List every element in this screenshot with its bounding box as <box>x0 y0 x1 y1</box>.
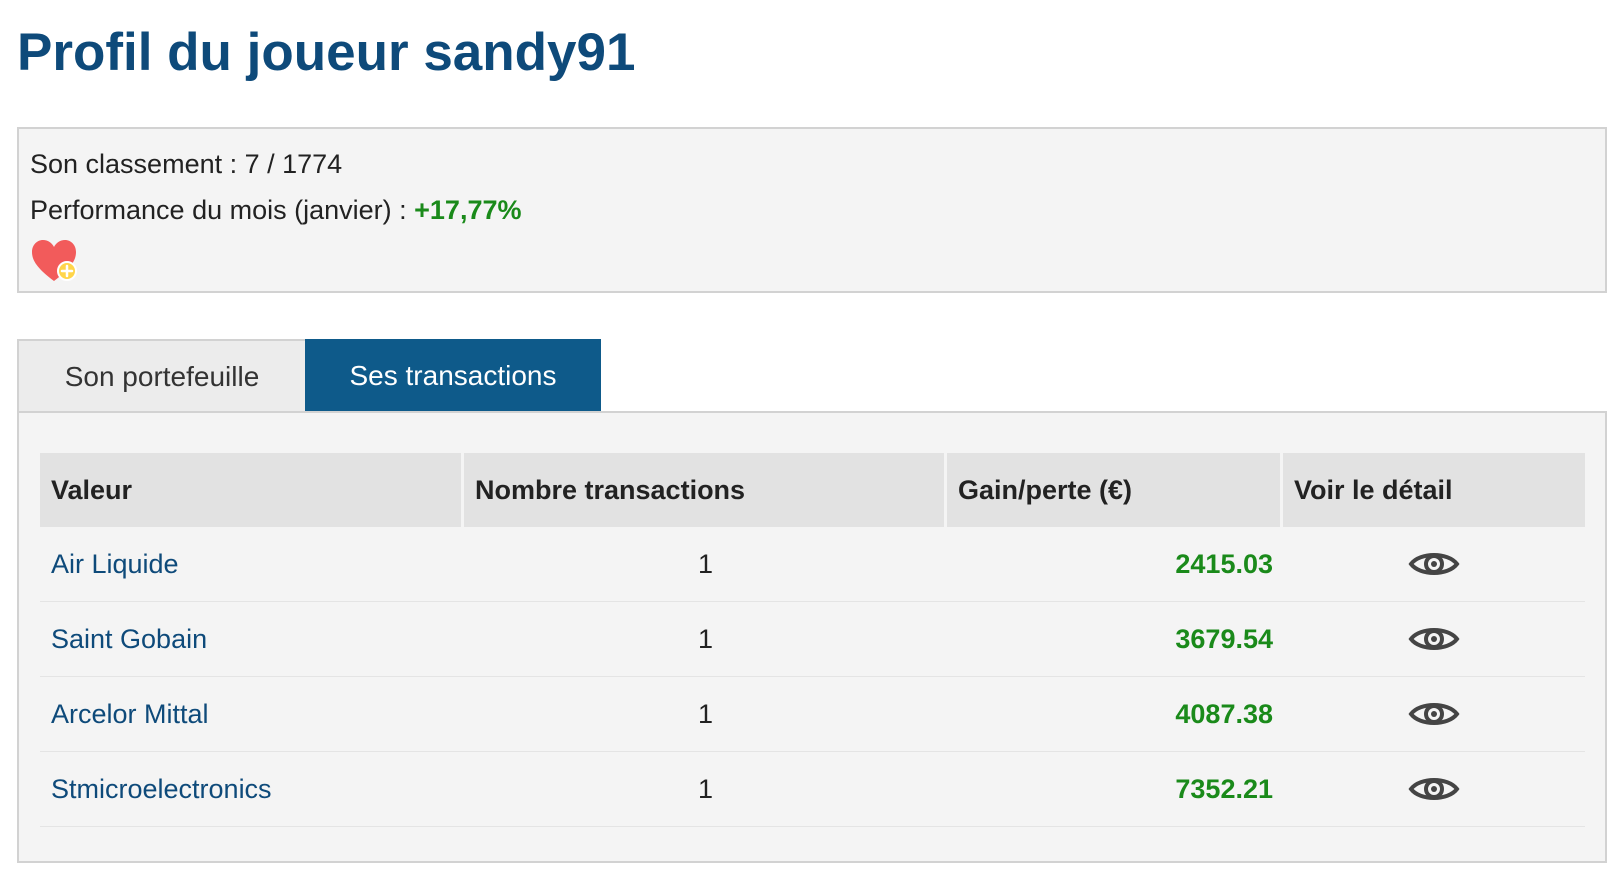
ranking-value: 7 / 1774 <box>244 149 343 179</box>
cell-valeur: Arcelor Mittal <box>40 677 464 752</box>
eye-icon[interactable] <box>1408 772 1460 806</box>
stock-link[interactable]: Saint Gobain <box>51 623 208 654</box>
ranking-line: Son classement : 7 / 1774 <box>30 149 342 180</box>
transactions-table: Valeur Nombre transactions Gain/perte (€… <box>40 453 1585 827</box>
cell-detail <box>1283 752 1585 827</box>
performance-label: Performance du mois (janvier) : <box>30 195 415 225</box>
cell-gain: 2415.03 <box>947 527 1283 602</box>
eye-icon[interactable] <box>1408 697 1460 731</box>
table-header-row: Valeur Nombre transactions Gain/perte (€… <box>40 453 1585 527</box>
cell-valeur: Air Liquide <box>40 527 464 602</box>
cell-detail <box>1283 677 1585 752</box>
column-header-valeur: Valeur <box>40 453 464 527</box>
heart-plus-icon[interactable] <box>30 237 82 285</box>
column-header-detail: Voir le détail <box>1283 453 1585 527</box>
cell-nombre: 1 <box>464 677 947 752</box>
page-title: Profil du joueur sandy91 <box>17 23 636 82</box>
cell-valeur: Saint Gobain <box>40 602 464 677</box>
table-row: Air Liquide 1 2415.03 <box>40 527 1585 602</box>
cell-nombre: 1 <box>464 527 947 602</box>
table-row: Saint Gobain 1 3679.54 <box>40 602 1585 677</box>
table-row: Stmicroelectronics 1 7352.21 <box>40 752 1585 827</box>
tab-transactions[interactable]: Ses transactions <box>305 339 601 412</box>
cell-nombre: 1 <box>464 752 947 827</box>
cell-nombre: 1 <box>464 602 947 677</box>
eye-icon[interactable] <box>1408 547 1460 581</box>
tab-bar: Son portefeuille Ses transactions <box>17 339 601 412</box>
stock-link[interactable]: Arcelor Mittal <box>51 698 209 729</box>
table-row: Arcelor Mittal 1 4087.38 <box>40 677 1585 752</box>
ranking-label: Son classement : <box>30 149 245 179</box>
cell-gain: 7352.21 <box>947 752 1283 827</box>
transactions-panel: Valeur Nombre transactions Gain/perte (€… <box>17 411 1607 863</box>
performance-line: Performance du mois (janvier) : +17,77% <box>30 195 521 226</box>
cell-valeur: Stmicroelectronics <box>40 752 464 827</box>
cell-gain: 3679.54 <box>947 602 1283 677</box>
tab-portfolio[interactable]: Son portefeuille <box>17 339 305 412</box>
stock-link[interactable]: Air Liquide <box>51 548 179 579</box>
eye-icon[interactable] <box>1408 622 1460 656</box>
cell-detail <box>1283 602 1585 677</box>
performance-value: +17,77% <box>414 195 522 225</box>
player-info-box: Son classement : 7 / 1774 Performance du… <box>17 127 1607 293</box>
column-header-nombre: Nombre transactions <box>464 453 947 527</box>
stock-link[interactable]: Stmicroelectronics <box>51 773 272 804</box>
cell-detail <box>1283 527 1585 602</box>
cell-gain: 4087.38 <box>947 677 1283 752</box>
column-header-gain: Gain/perte (€) <box>947 453 1283 527</box>
